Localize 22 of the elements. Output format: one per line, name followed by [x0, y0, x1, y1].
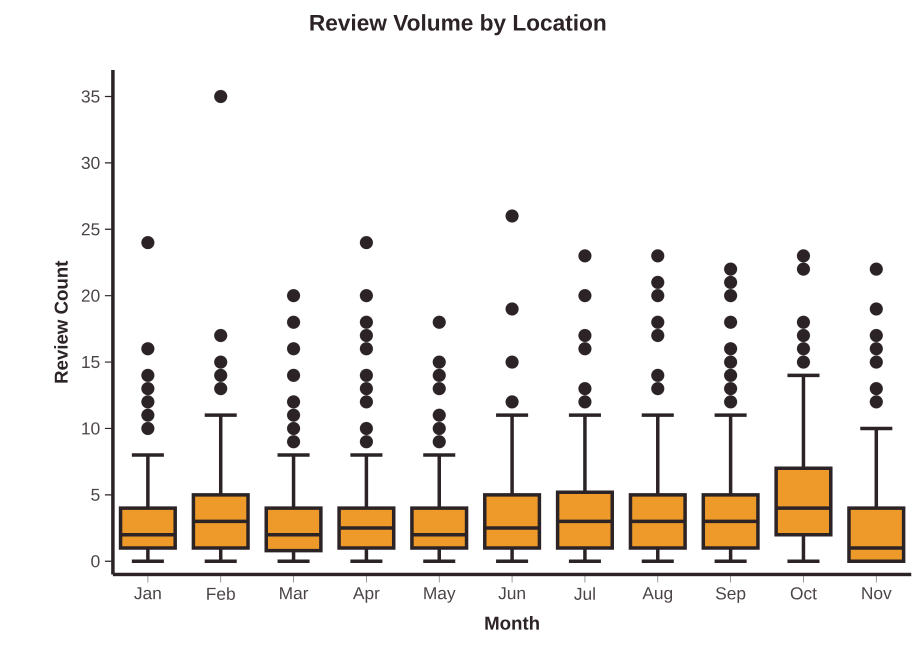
x-axis-title: Month [485, 616, 539, 630]
x-tick-label: Nov [862, 587, 892, 600]
x-tick-label: May [424, 587, 456, 603]
y-tick-label: 15 [82, 356, 100, 368]
x-tick-label: Jun [498, 587, 525, 600]
y-tick-label: 5 [91, 488, 100, 501]
y-tick-label: 20 [82, 289, 100, 302]
y-tick-label: 35 [82, 90, 100, 102]
x-tick-label: Jan [134, 587, 161, 600]
y-tick-label: 30 [82, 156, 100, 169]
y-tick-label: 25 [82, 222, 100, 236]
x-tick-label: Oct [790, 587, 817, 600]
chart-title: Review Volume by Location [310, 14, 606, 36]
x-tick-label: Sep [716, 587, 746, 603]
x-tick-label: Jul [574, 587, 595, 600]
x-tick-label: Feb [207, 587, 235, 600]
y-axis-title: Review Count [54, 260, 68, 382]
y-tick-label: 0 [91, 554, 100, 568]
y-tick-label: 10 [82, 422, 100, 434]
x-tick-label: Mar [280, 587, 308, 600]
x-tick-label: Aug [642, 587, 672, 603]
x-tick-label: Apr [352, 587, 380, 603]
